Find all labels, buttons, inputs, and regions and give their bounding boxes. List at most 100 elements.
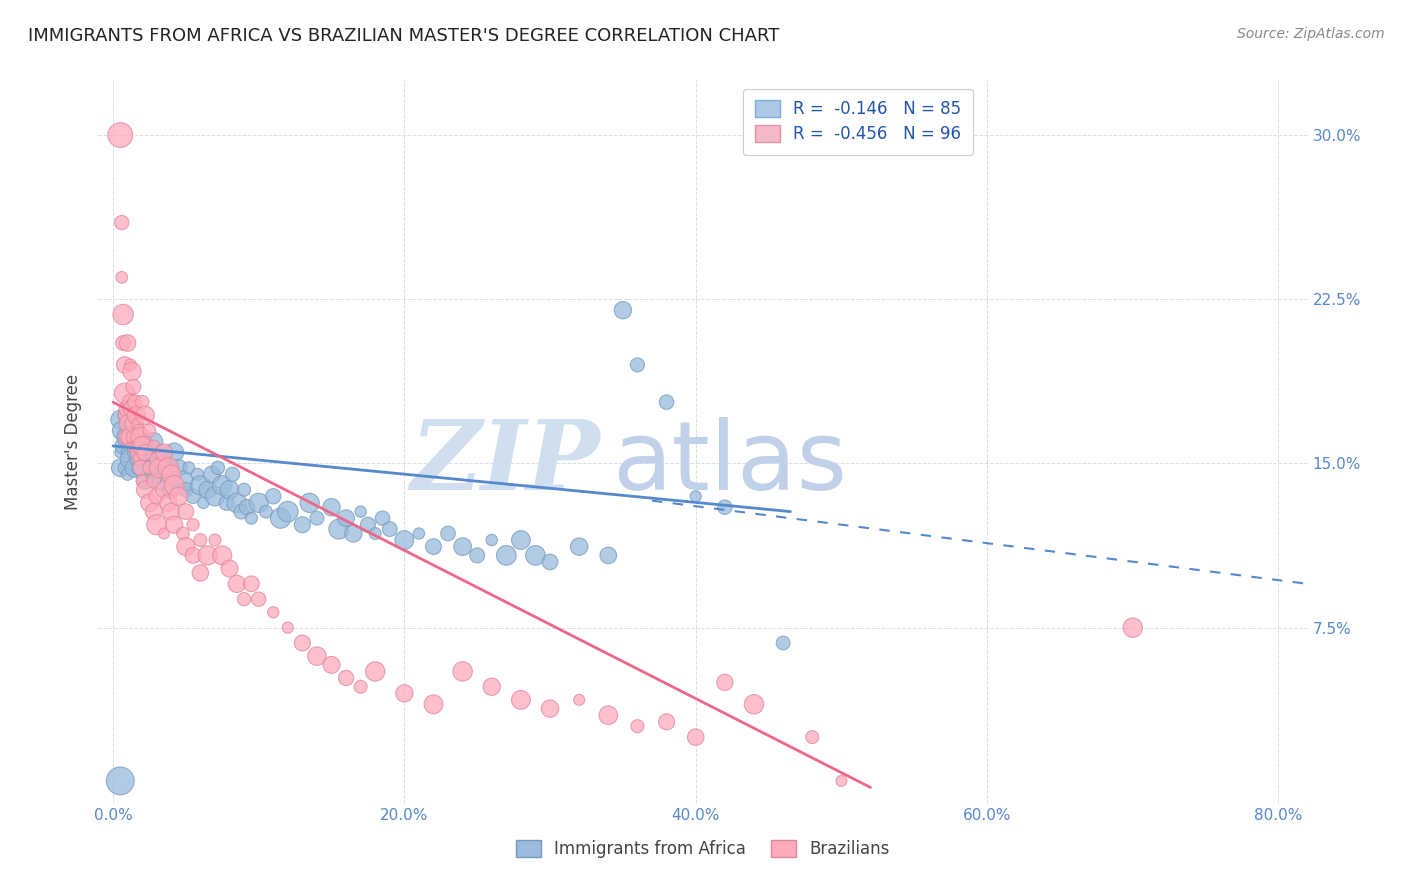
Point bbox=[181, 489, 204, 503]
Point bbox=[112, 439, 135, 453]
Point bbox=[538, 701, 561, 715]
Point bbox=[121, 439, 143, 453]
Point bbox=[110, 412, 132, 426]
Point bbox=[204, 489, 226, 503]
Point bbox=[742, 698, 765, 712]
Point bbox=[451, 540, 474, 554]
Point bbox=[181, 549, 204, 563]
Point bbox=[714, 675, 737, 690]
Point bbox=[115, 430, 138, 444]
Point bbox=[145, 489, 167, 503]
Point bbox=[138, 460, 160, 475]
Point bbox=[150, 474, 173, 488]
Point bbox=[160, 467, 183, 482]
Point bbox=[481, 680, 503, 694]
Point bbox=[335, 671, 357, 685]
Point bbox=[112, 336, 135, 351]
Point bbox=[163, 517, 186, 532]
Point bbox=[422, 698, 444, 712]
Point bbox=[408, 526, 430, 541]
Point bbox=[138, 445, 160, 459]
Point bbox=[190, 566, 212, 580]
Point bbox=[568, 693, 591, 707]
Point bbox=[270, 511, 292, 525]
Point bbox=[218, 483, 240, 497]
Point bbox=[129, 430, 152, 444]
Point bbox=[145, 517, 167, 532]
Point bbox=[204, 533, 226, 547]
Point bbox=[110, 128, 132, 142]
Point bbox=[128, 452, 150, 467]
Point bbox=[142, 474, 165, 488]
Point bbox=[685, 489, 707, 503]
Point bbox=[172, 526, 194, 541]
Point bbox=[197, 483, 219, 497]
Point bbox=[134, 474, 156, 488]
Point bbox=[350, 680, 373, 694]
Point bbox=[231, 505, 253, 519]
Point bbox=[117, 401, 139, 416]
Point bbox=[153, 526, 176, 541]
Point bbox=[174, 483, 197, 497]
Point bbox=[524, 549, 547, 563]
Point bbox=[160, 483, 183, 497]
Point bbox=[357, 517, 380, 532]
Point bbox=[128, 452, 150, 467]
Point bbox=[714, 500, 737, 515]
Point bbox=[233, 483, 256, 497]
Point bbox=[125, 439, 148, 453]
Point bbox=[481, 533, 503, 547]
Point bbox=[117, 445, 139, 459]
Point bbox=[163, 478, 186, 492]
Point bbox=[626, 719, 648, 733]
Point bbox=[142, 434, 165, 449]
Point bbox=[120, 395, 142, 409]
Point bbox=[131, 474, 153, 488]
Point bbox=[153, 483, 176, 497]
Point bbox=[305, 649, 328, 664]
Point bbox=[134, 439, 156, 453]
Point bbox=[167, 489, 190, 503]
Point bbox=[328, 522, 350, 536]
Point bbox=[262, 605, 284, 619]
Point bbox=[124, 395, 146, 409]
Point bbox=[626, 358, 648, 372]
Point bbox=[181, 517, 204, 532]
Point bbox=[207, 460, 229, 475]
Point bbox=[142, 505, 165, 519]
Point bbox=[233, 592, 256, 607]
Point bbox=[120, 452, 142, 467]
Y-axis label: Master's Degree: Master's Degree bbox=[65, 374, 83, 509]
Point bbox=[160, 505, 183, 519]
Point bbox=[149, 460, 172, 475]
Point bbox=[801, 128, 824, 142]
Point bbox=[225, 577, 247, 591]
Point bbox=[598, 549, 620, 563]
Point bbox=[655, 395, 678, 409]
Point bbox=[236, 500, 259, 515]
Text: atlas: atlas bbox=[613, 417, 848, 509]
Point bbox=[240, 511, 263, 525]
Point bbox=[342, 526, 364, 541]
Point bbox=[174, 540, 197, 554]
Point bbox=[121, 364, 143, 378]
Point bbox=[350, 505, 373, 519]
Point bbox=[186, 467, 208, 482]
Point bbox=[1122, 621, 1144, 635]
Point bbox=[115, 409, 138, 423]
Point bbox=[197, 549, 219, 563]
Point bbox=[211, 549, 233, 563]
Point bbox=[134, 409, 156, 423]
Point bbox=[167, 460, 190, 475]
Point bbox=[240, 577, 263, 591]
Point bbox=[110, 445, 132, 459]
Point bbox=[145, 467, 167, 482]
Point bbox=[157, 460, 180, 475]
Point bbox=[139, 460, 162, 475]
Point bbox=[131, 439, 153, 453]
Point bbox=[142, 439, 165, 453]
Point bbox=[598, 708, 620, 723]
Point bbox=[149, 445, 172, 459]
Point bbox=[120, 417, 142, 431]
Point bbox=[772, 636, 794, 650]
